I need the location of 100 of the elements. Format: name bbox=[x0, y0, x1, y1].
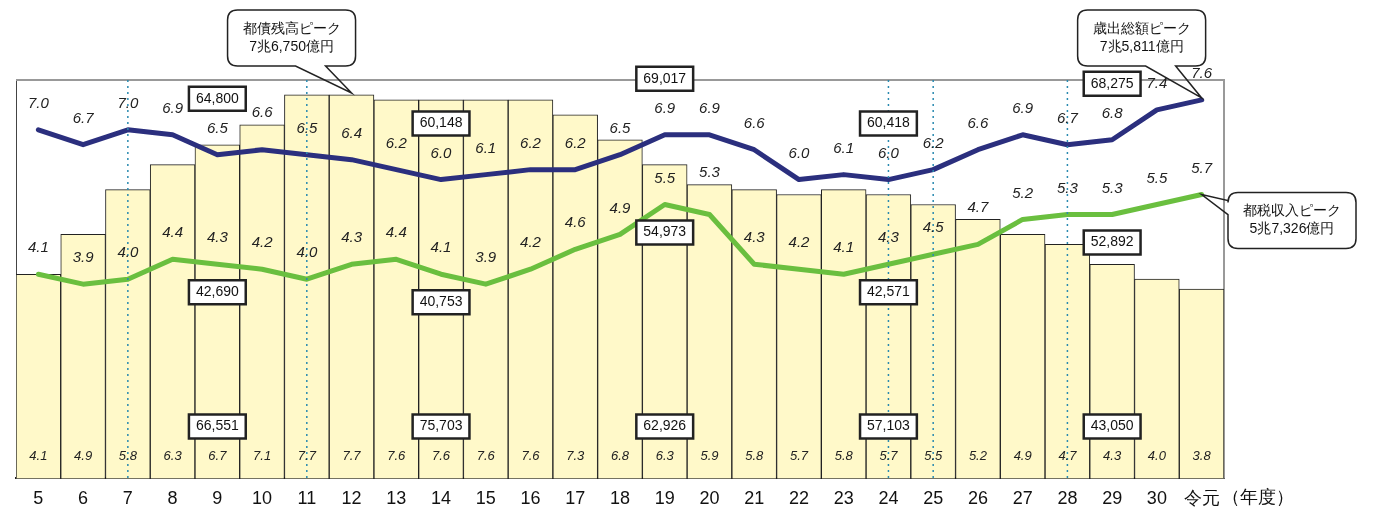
data-label: 5.2 bbox=[1012, 183, 1034, 201]
data-label: 6.1 bbox=[475, 138, 497, 156]
text: 歳出総額ピーク 7兆5,811億円 bbox=[1092, 19, 1191, 54]
x-tick-label: 26 bbox=[967, 488, 988, 509]
data-label: 7.0 bbox=[117, 93, 139, 111]
x-tick-label: 24 bbox=[878, 488, 899, 509]
x-tick-label: 6 bbox=[78, 488, 89, 509]
text: 69,017 bbox=[643, 69, 687, 86]
data-label: 5.8 bbox=[834, 448, 854, 464]
x-tick-label: 19 bbox=[654, 488, 675, 509]
data-label: 4.1 bbox=[430, 238, 452, 256]
x-tick-label: 27 bbox=[1012, 488, 1033, 509]
x-tick-label: 20 bbox=[699, 488, 720, 509]
data-label: 5.5 bbox=[1146, 168, 1168, 186]
data-label: 4.2 bbox=[520, 233, 542, 251]
data-label: 5.5 bbox=[654, 168, 676, 186]
x-tick-label: 23 bbox=[833, 488, 854, 509]
data-label: 6.6 bbox=[967, 113, 990, 131]
x-tick-label: 16 bbox=[520, 488, 541, 509]
data-label: 7.6 bbox=[387, 448, 407, 464]
x-tick-label: 17 bbox=[565, 488, 586, 509]
data-label: 6.6 bbox=[251, 102, 274, 120]
x-tick-label: 令元 bbox=[1183, 488, 1220, 509]
data-label: 7.3 bbox=[566, 448, 586, 464]
data-label: 4.1 bbox=[29, 448, 48, 464]
annotation: 60,148 bbox=[419, 114, 463, 131]
data-label: 6.2 bbox=[520, 133, 542, 151]
x-tick-label: 5 bbox=[33, 488, 44, 509]
data-label: 5.5 bbox=[924, 448, 943, 464]
x-tick-label: 15 bbox=[475, 488, 496, 509]
data-label: 5.7 bbox=[1191, 158, 1213, 176]
data-label: 6.9 bbox=[699, 98, 721, 116]
x-tick-label: 8 bbox=[167, 488, 178, 509]
data-label: 7.6 bbox=[1191, 64, 1213, 82]
data-label: 4.9 bbox=[609, 198, 632, 216]
data-label: 3.9 bbox=[475, 248, 497, 266]
x-tick-label: 14 bbox=[431, 488, 452, 509]
data-label: 6.1 bbox=[833, 138, 855, 156]
data-label: 6.7 bbox=[72, 108, 95, 126]
data-label: 6.5 bbox=[609, 118, 632, 136]
data-label: 5.3 bbox=[1056, 178, 1079, 196]
data-label: 4.3 bbox=[743, 228, 766, 246]
data-label: 6.0 bbox=[878, 143, 900, 161]
annotation: 62,926 bbox=[643, 417, 687, 434]
x-tick-label: 30 bbox=[1146, 488, 1167, 509]
data-label: 4.7 bbox=[1058, 448, 1078, 464]
annotation: 42,571 bbox=[867, 283, 911, 300]
data-label: 6.3 bbox=[163, 448, 183, 464]
data-label: 5.8 bbox=[118, 448, 138, 464]
annotation: 60,418 bbox=[867, 114, 911, 131]
data-label: 7.7 bbox=[297, 448, 317, 464]
data-label: 4.7 bbox=[967, 197, 990, 215]
annotation: 54,973 bbox=[643, 223, 687, 240]
data-label: 6.7 bbox=[1056, 108, 1079, 126]
data-label: 6.6 bbox=[743, 113, 766, 131]
annotation: 42,690 bbox=[195, 283, 239, 300]
annotation: 66,551 bbox=[195, 417, 239, 434]
data-label: 4.3 bbox=[341, 228, 363, 246]
data-label: 7.0 bbox=[27, 93, 50, 111]
data-label: 5.8 bbox=[745, 448, 765, 464]
data-label: 6.0 bbox=[788, 143, 811, 161]
data-label: 6.9 bbox=[1012, 98, 1034, 116]
data-label: 4.4 bbox=[162, 223, 184, 241]
data-label: 5.3 bbox=[699, 162, 721, 180]
data-label: 4.4 bbox=[385, 223, 407, 241]
data-label: 7.6 bbox=[432, 448, 451, 464]
x-tick-label: 29 bbox=[1102, 488, 1123, 509]
data-label: 6.2 bbox=[922, 133, 945, 151]
data-label: 4.1 bbox=[27, 238, 49, 256]
x-tick-label: 25 bbox=[923, 488, 944, 509]
x-tick-label: 13 bbox=[386, 488, 407, 509]
data-label: 4.0 bbox=[1147, 448, 1167, 464]
data-label: 4.9 bbox=[74, 448, 93, 464]
data-label: 6.3 bbox=[655, 448, 675, 464]
data-label: 7.4 bbox=[1146, 74, 1168, 92]
annotation: 52,892 bbox=[1090, 233, 1134, 250]
data-label: 7.1 bbox=[253, 448, 272, 464]
data-label: 4.6 bbox=[564, 213, 587, 231]
text: 68,275 bbox=[1090, 74, 1134, 91]
data-label: 4.3 bbox=[206, 228, 229, 246]
annotation: 57,103 bbox=[867, 417, 911, 434]
data-label: 6.7 bbox=[208, 448, 228, 464]
data-label: 6.5 bbox=[296, 118, 318, 136]
data-label: 3.8 bbox=[1192, 448, 1212, 464]
x-tick-label: 7 bbox=[122, 488, 133, 509]
data-label: 6.9 bbox=[654, 98, 676, 116]
data-label: 4.9 bbox=[1013, 448, 1032, 464]
data-label: 3.9 bbox=[72, 248, 95, 266]
x-tick-label: 10 bbox=[252, 488, 273, 509]
data-label: 5.7 bbox=[789, 448, 809, 464]
data-label: 4.1 bbox=[833, 238, 855, 256]
data-label: 6.4 bbox=[341, 123, 362, 141]
x-tick-label: 18 bbox=[609, 488, 631, 509]
data-label: 6.2 bbox=[564, 133, 587, 151]
data-label: 6.5 bbox=[206, 118, 229, 136]
data-label: 6.2 bbox=[385, 133, 408, 151]
data-label: 6.8 bbox=[610, 448, 630, 464]
annotation: 43,050 bbox=[1090, 417, 1134, 434]
data-label: 6.9 bbox=[162, 98, 184, 116]
data-label: 6.0 bbox=[430, 143, 453, 161]
